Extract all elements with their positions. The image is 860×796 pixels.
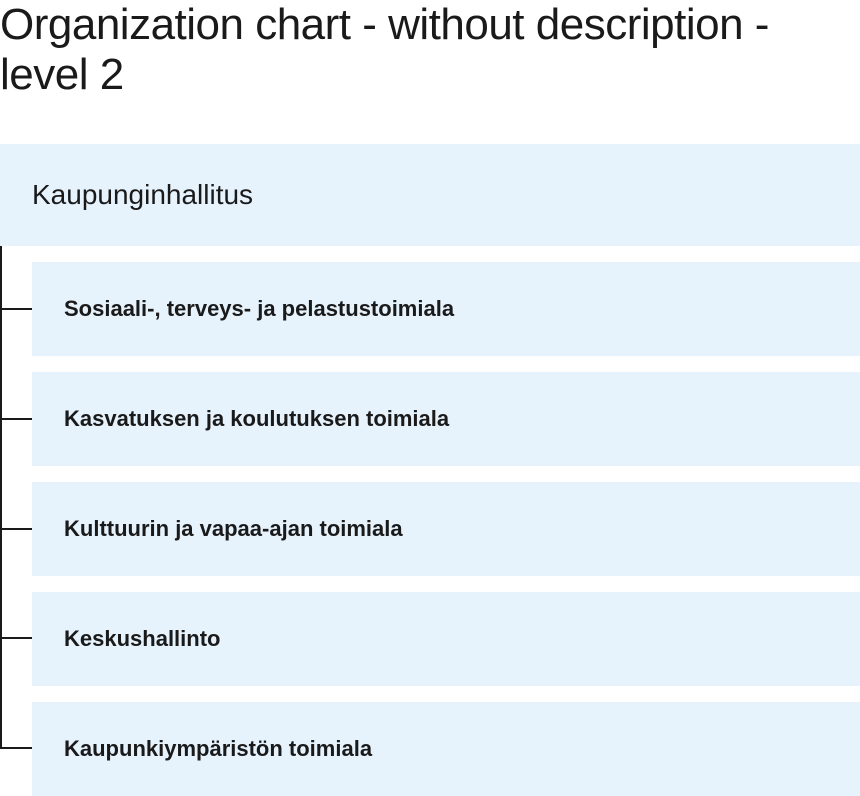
tree-connector-trunk bbox=[0, 246, 2, 749]
tree-connector-branch bbox=[0, 308, 32, 310]
org-child-node: Keskushallinto bbox=[32, 592, 860, 686]
org-child-node: Kulttuurin ja vapaa-ajan toimiala bbox=[32, 482, 860, 576]
org-child-label: Kulttuurin ja vapaa-ajan toimiala bbox=[64, 516, 403, 541]
org-child-label: Sosiaali-, terveys- ja pelastustoimiala bbox=[64, 296, 455, 321]
org-child-label: Kasvatuksen ja koulutuksen toimiala bbox=[64, 406, 450, 431]
org-root-label: Kaupunginhallitus bbox=[32, 179, 254, 210]
org-child-label: Keskushallinto bbox=[64, 626, 221, 651]
tree-connector-branch bbox=[0, 747, 32, 749]
org-child-label: Kaupunkiympäristön toimiala bbox=[64, 736, 373, 761]
org-child-node: Sosiaali-, terveys- ja pelastustoimiala bbox=[32, 262, 860, 356]
page-title: Organization chart - without description… bbox=[0, 0, 769, 99]
org-child-node: Kasvatuksen ja koulutuksen toimiala bbox=[32, 372, 860, 466]
org-root-node: Kaupunginhallitus bbox=[0, 144, 860, 246]
tree-connector-branch bbox=[0, 418, 32, 420]
org-child-node: Kaupunkiympäristön toimiala bbox=[32, 702, 860, 796]
tree-connector-branch bbox=[0, 528, 32, 530]
tree-connector-branch bbox=[0, 637, 32, 639]
